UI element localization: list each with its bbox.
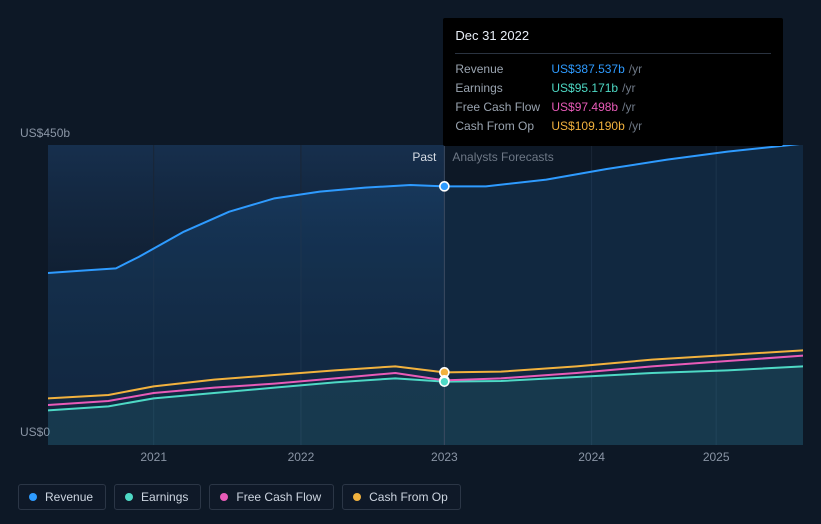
y-axis-label-max: US$450b <box>20 126 70 140</box>
y-axis-label-min: US$0 <box>20 425 50 439</box>
legend-item-label: Cash From Op <box>369 490 448 504</box>
plot-area[interactable] <box>48 145 803 445</box>
legend-dot-icon <box>29 493 37 501</box>
tooltip-row-value: US$387.537b <box>551 61 624 78</box>
tooltip-row: EarningsUS$95.171b/yr <box>455 79 771 98</box>
tooltip-row-suffix: /yr <box>622 99 635 116</box>
tooltip-row: Free Cash FlowUS$97.498b/yr <box>455 98 771 117</box>
tooltip-row: RevenueUS$387.537b/yr <box>455 60 771 79</box>
x-axis-tick: 2025 <box>703 450 730 464</box>
tooltip-date: Dec 31 2022 <box>455 28 771 49</box>
legend-dot-icon <box>220 493 228 501</box>
tooltip-row-value: US$97.498b <box>551 99 618 116</box>
tooltip-row-suffix: /yr <box>629 61 642 78</box>
tooltip-divider <box>455 53 771 54</box>
tooltip-row-value: US$95.171b <box>551 80 618 97</box>
tooltip-row-label: Free Cash Flow <box>455 99 551 116</box>
x-axis-tick: 2021 <box>140 450 167 464</box>
x-axis: 2021 2022 2023 2024 2025 <box>48 450 803 466</box>
x-axis-tick: 2024 <box>578 450 605 464</box>
tooltip-row-label: Revenue <box>455 61 551 78</box>
tooltip-row-suffix: /yr <box>622 80 635 97</box>
legend-item[interactable]: Cash From Op <box>342 484 461 510</box>
chart-container: US$450b US$0 Past Analysts Forecasts 202… <box>18 0 803 480</box>
legend-dot-icon <box>353 493 361 501</box>
legend-dot-icon <box>125 493 133 501</box>
tooltip-row-label: Earnings <box>455 80 551 97</box>
legend-item[interactable]: Earnings <box>114 484 201 510</box>
legend-item-label: Revenue <box>45 490 93 504</box>
x-axis-tick: 2023 <box>431 450 458 464</box>
tooltip-row-label: Cash From Op <box>455 118 551 135</box>
chart-legend: Revenue Earnings Free Cash Flow Cash From O… <box>18 484 461 510</box>
legend-item[interactable]: Revenue <box>18 484 106 510</box>
chart-tooltip: Dec 31 2022 RevenueUS$387.537b/yrEarning… <box>443 18 783 146</box>
legend-item-label: Earnings <box>141 490 188 504</box>
x-axis-tick: 2022 <box>288 450 315 464</box>
tooltip-row-suffix: /yr <box>629 118 642 135</box>
legend-item[interactable]: Free Cash Flow <box>209 484 334 510</box>
tooltip-row: Cash From OpUS$109.190b/yr <box>455 117 771 136</box>
legend-item-label: Free Cash Flow <box>236 490 321 504</box>
tooltip-row-value: US$109.190b <box>551 118 624 135</box>
